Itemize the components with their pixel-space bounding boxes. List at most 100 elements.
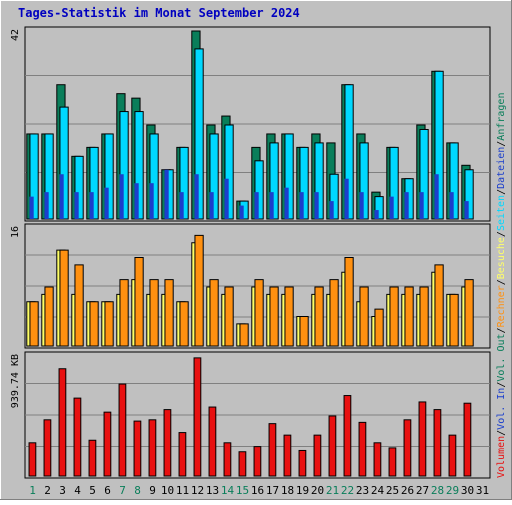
x-tick-label-day-17: 17 xyxy=(266,484,279,497)
bar-rechner-day-12 xyxy=(194,234,204,347)
x-tick-label-day-24: 24 xyxy=(371,484,385,497)
bar-volumen-day-23 xyxy=(358,421,367,477)
x-tick-label-day-19: 19 xyxy=(296,484,309,497)
bar-rechner-day-24 xyxy=(374,308,384,347)
bar-seiten-day-10 xyxy=(164,169,169,219)
bar-rechner-day-18 xyxy=(284,286,294,347)
x-tick-label-day-22: 22 xyxy=(341,484,354,497)
bar-rechner-day-30 xyxy=(464,279,474,347)
bar-seiten-day-12 xyxy=(194,174,199,219)
legend-item-volumen: Volumen xyxy=(496,436,507,478)
bar-rechner-day-15 xyxy=(239,323,249,347)
bar-volumen-day-6 xyxy=(103,411,112,477)
bar-rechner-day-11 xyxy=(179,301,189,347)
bar-seiten-day-29 xyxy=(449,192,454,219)
panel-hits: 42 xyxy=(10,26,491,222)
x-tick-label-day-16: 16 xyxy=(251,484,264,497)
bar-dateien-day-3 xyxy=(59,106,69,220)
bar-rechner-day-19 xyxy=(299,316,309,347)
bar-dateien-day-20 xyxy=(314,142,324,220)
bar-seiten-day-23 xyxy=(359,192,364,219)
bar-seiten-day-9 xyxy=(149,183,154,219)
bar-seiten-day-15 xyxy=(239,205,244,219)
bar-volumen-day-5 xyxy=(88,439,97,477)
bar-dateien-day-22 xyxy=(344,84,354,220)
bar-rechner-day-21 xyxy=(329,279,339,347)
bar-volumen-day-2 xyxy=(43,419,52,477)
legend-separator: / xyxy=(496,327,507,333)
bar-rechner-day-20 xyxy=(314,286,324,347)
bar-seiten-day-3 xyxy=(59,174,64,219)
x-tick-label-day-13: 13 xyxy=(206,484,219,497)
right-legend: Volumen/Vol. In/Vol. Out/Rechner/Besuche… xyxy=(496,93,507,478)
x-tick-label-day-27: 27 xyxy=(416,484,429,497)
bar-dateien-day-16 xyxy=(254,160,264,220)
x-tick-label-day-1: 1 xyxy=(29,484,36,497)
bar-seiten-day-22 xyxy=(344,178,349,219)
bar-dateien-day-11 xyxy=(179,146,189,220)
x-tick-label-day-23: 23 xyxy=(356,484,369,497)
x-tick-label-day-8: 8 xyxy=(134,484,141,497)
bar-seiten-day-1 xyxy=(29,196,34,219)
bar-volumen-day-24 xyxy=(373,442,382,477)
bar-seiten-day-20 xyxy=(314,192,319,219)
bar-seiten-day-28 xyxy=(434,174,439,219)
panel-max-label: 939.74 KB xyxy=(10,354,21,408)
bar-seiten-day-26 xyxy=(404,192,409,219)
bar-volumen-day-21 xyxy=(328,415,337,477)
legend-separator: / xyxy=(496,430,507,436)
bar-seiten-day-4 xyxy=(74,192,79,219)
legend-separator: / xyxy=(496,231,507,237)
x-tick-label-day-2: 2 xyxy=(44,484,51,497)
bar-volumen-day-3 xyxy=(58,368,67,477)
bar-rechner-day-6 xyxy=(104,301,114,347)
bar-seiten-day-24 xyxy=(374,210,379,219)
bar-dateien-day-23 xyxy=(359,142,369,220)
bar-seiten-day-13 xyxy=(209,192,214,219)
bar-seiten-day-16 xyxy=(254,192,259,219)
x-tick-label-day-14: 14 xyxy=(221,484,235,497)
x-tick-label-day-9: 9 xyxy=(149,484,156,497)
x-tick-label-day-26: 26 xyxy=(401,484,414,497)
bar-rechner-day-10 xyxy=(164,279,174,347)
bar-dateien-day-7 xyxy=(119,111,129,220)
bar-rechner-day-25 xyxy=(389,286,399,347)
bar-rechner-day-28 xyxy=(434,264,444,347)
bar-volumen-day-27 xyxy=(418,401,427,477)
bar-volumen-day-7 xyxy=(118,383,127,477)
bar-dateien-day-12 xyxy=(194,48,204,220)
bar-dateien-day-27 xyxy=(419,128,429,220)
bar-volumen-day-16 xyxy=(253,446,262,477)
x-tick-label-day-30: 30 xyxy=(461,484,474,497)
bar-volumen-day-8 xyxy=(133,420,142,477)
bar-rechner-day-4 xyxy=(74,264,84,347)
bar-dateien-day-4 xyxy=(74,155,84,220)
bar-rechner-day-13 xyxy=(209,279,219,347)
legend-item-seiten: Seiten xyxy=(496,195,507,231)
legend-separator: / xyxy=(496,189,507,195)
bar-dateien-day-8 xyxy=(134,111,144,220)
bar-seiten-day-19 xyxy=(299,192,304,219)
bar-seiten-day-27 xyxy=(419,192,424,219)
bar-rechner-day-23 xyxy=(359,286,369,347)
bar-rechner-day-1 xyxy=(29,301,39,347)
x-tick-label-day-21: 21 xyxy=(326,484,339,497)
x-tick-label-day-5: 5 xyxy=(89,484,96,497)
bar-rechner-day-22 xyxy=(344,257,354,347)
bar-rechner-day-29 xyxy=(449,293,459,347)
bar-seiten-day-8 xyxy=(134,183,139,219)
bar-rechner-day-3 xyxy=(59,249,69,347)
bar-seiten-day-5 xyxy=(89,192,94,219)
legend-item-anfragen: Anfragen xyxy=(496,93,507,141)
x-axis-day-labels: 1 2 3 4 5 6 7 8 9 10 11 12 13 14 15 16 17 18 19 20 21 22 23 24 2… xyxy=(29,484,489,497)
bar-dateien-day-17 xyxy=(269,142,279,220)
bar-volumen-day-20 xyxy=(313,434,322,477)
bar-volumen-day-30 xyxy=(463,402,472,477)
bar-volumen-day-22 xyxy=(343,395,352,477)
bar-volumen-day-19 xyxy=(298,449,307,477)
bar-dateien-day-19 xyxy=(299,146,309,220)
bar-volumen-day-17 xyxy=(268,423,277,477)
x-tick-label-day-10: 10 xyxy=(161,484,174,497)
x-tick-label-day-12: 12 xyxy=(191,484,204,497)
